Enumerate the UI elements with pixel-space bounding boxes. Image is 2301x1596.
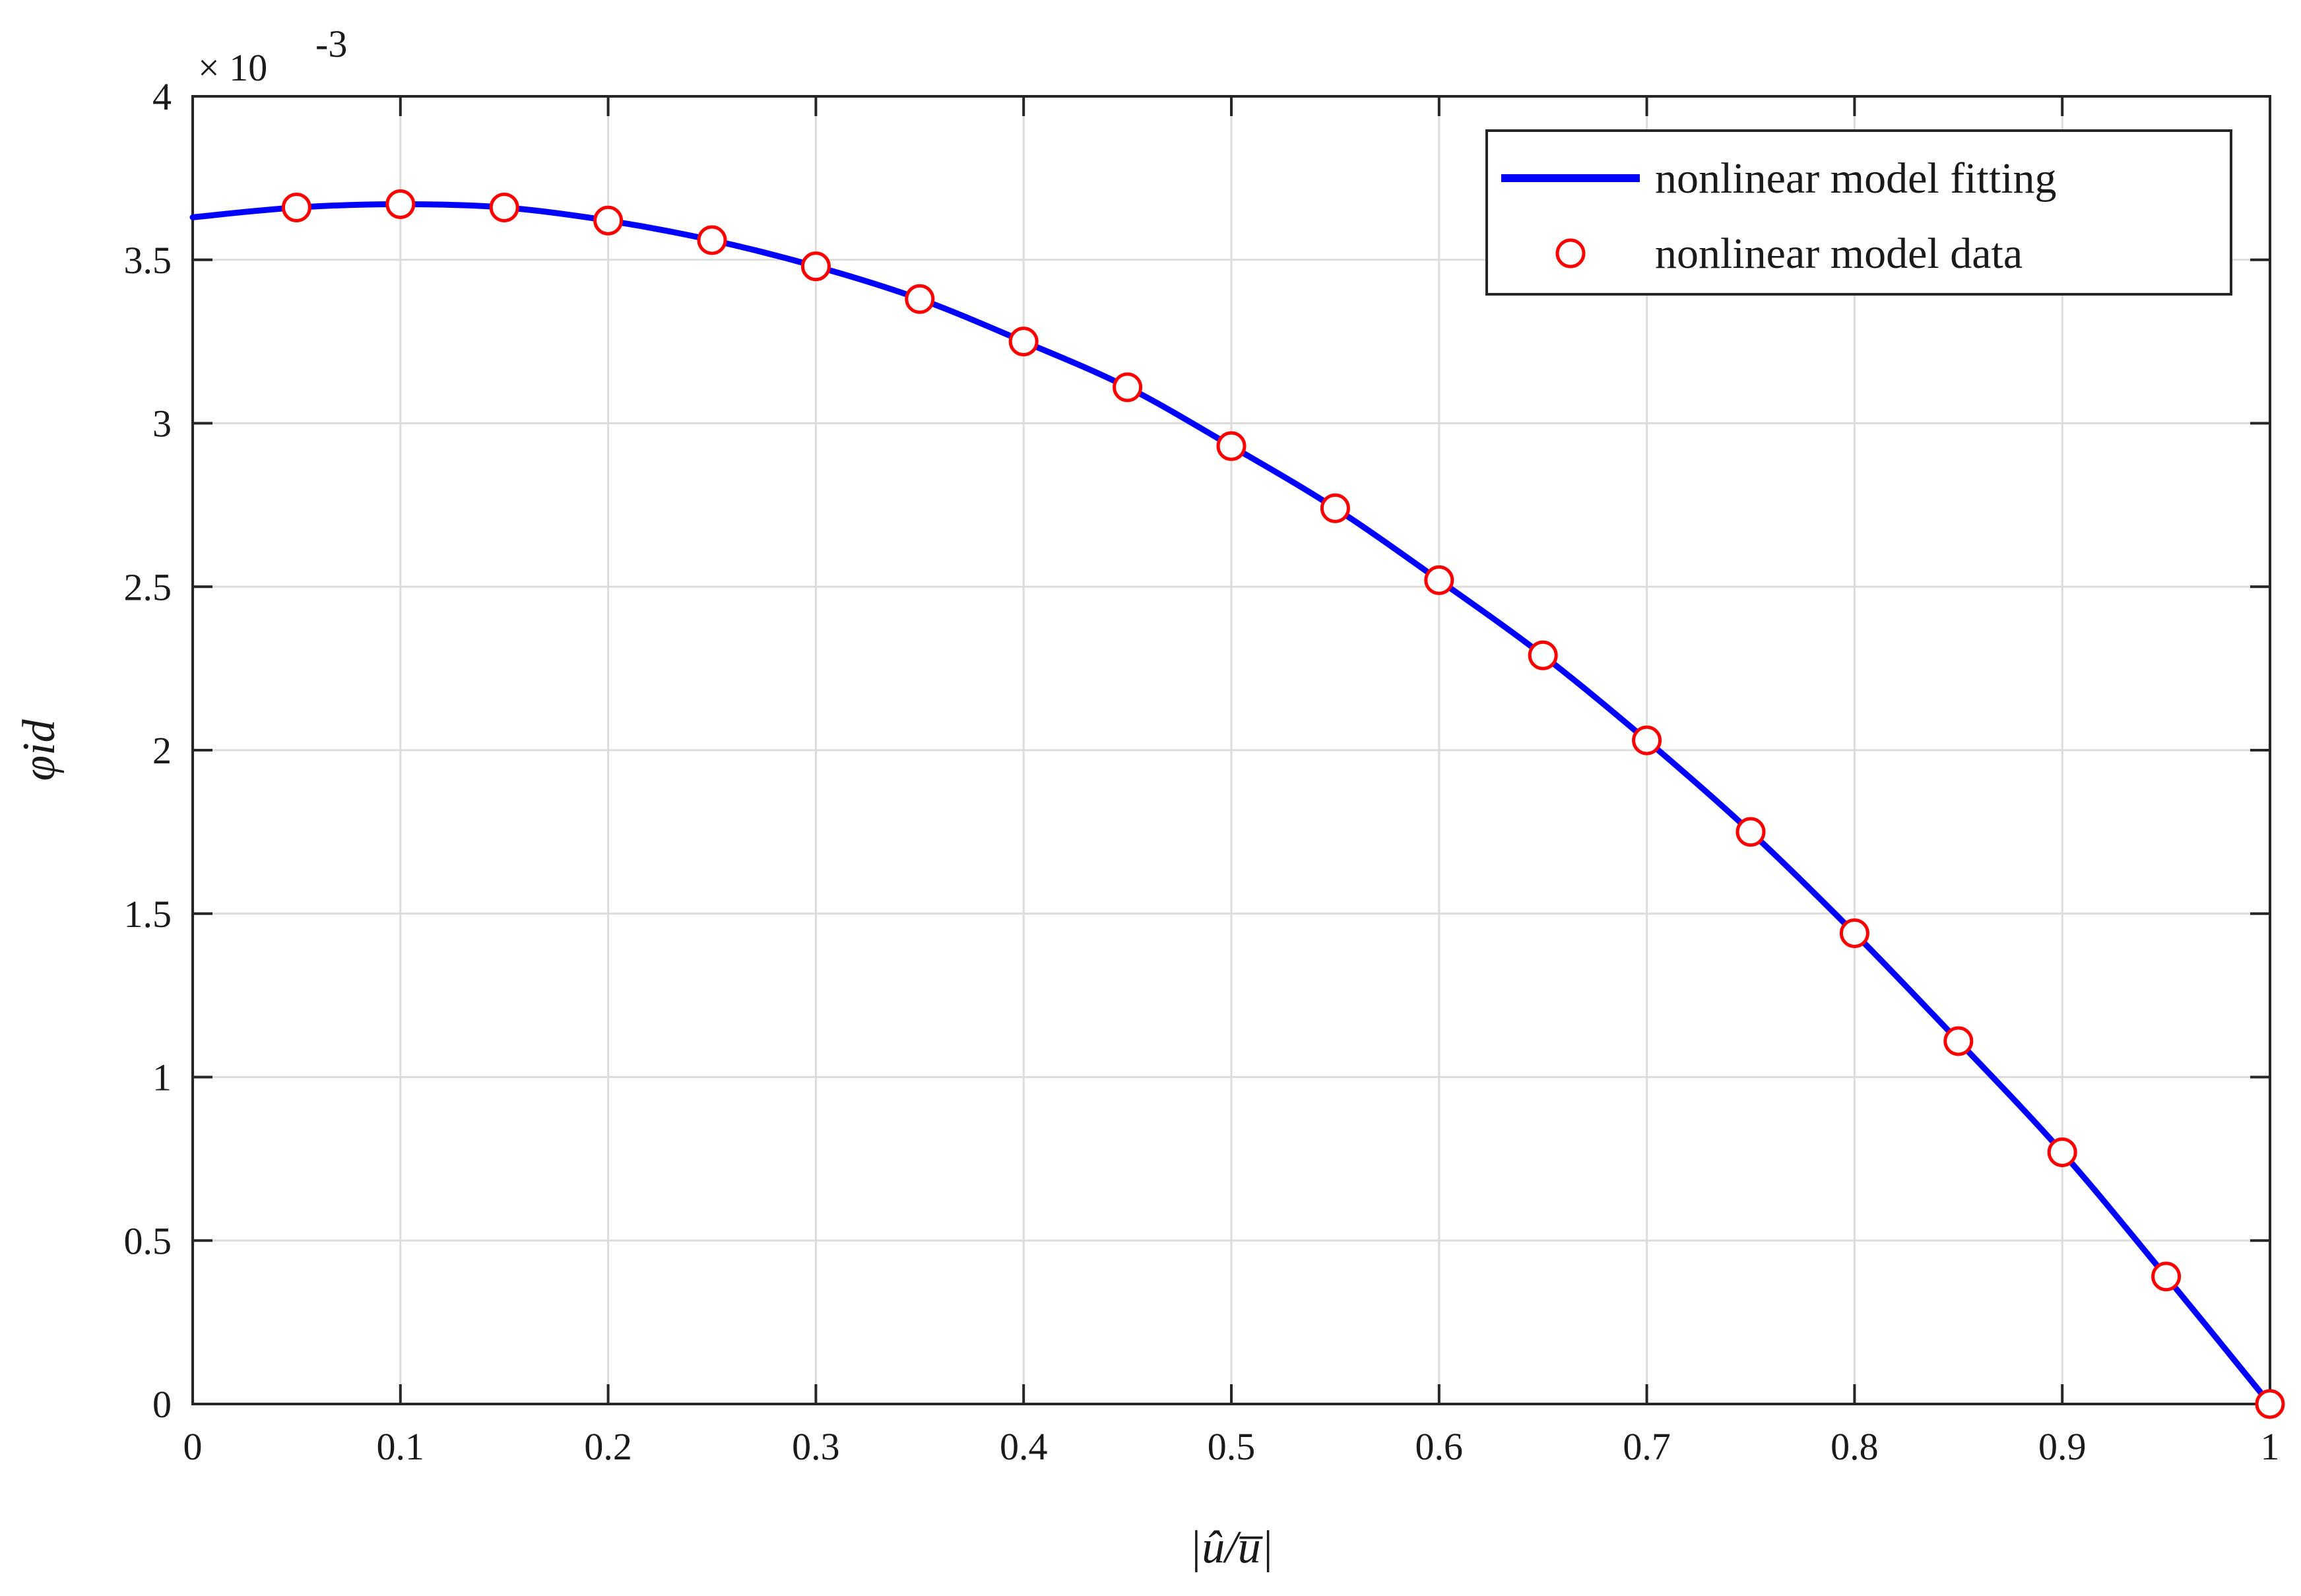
y-exponent-base: × 10 <box>198 46 267 89</box>
data-point-nonlinear-model-data <box>1528 640 1558 670</box>
x-tick-label: 0.9 <box>2038 1425 2087 1468</box>
tick-marks <box>191 95 2271 1405</box>
y-tick-label: 3 <box>152 402 172 445</box>
data-point-nonlinear-model-data <box>905 284 935 314</box>
legend-label-data: nonlinear model data <box>1655 230 2023 278</box>
series <box>189 189 2285 1419</box>
y-tick-label: 4 <box>152 75 172 118</box>
x-tick-label: 0.2 <box>584 1425 632 1468</box>
data-point-nonlinear-model-data <box>1735 817 1766 847</box>
y-exponent-power: -3 <box>315 22 347 65</box>
data-point-nonlinear-model-data <box>1839 918 1869 948</box>
data-point-nonlinear-model-data <box>1943 1026 1974 1056</box>
data-point-nonlinear-model-data <box>2151 1261 2182 1292</box>
x-tick-labels: 0 0.1 0.2 0.3 0.4 0.5 0.6 0.7 0.8 0.9 1 <box>183 1425 2280 1468</box>
x-tick-label: 0.1 <box>377 1425 425 1468</box>
x-tick-label: 0.7 <box>1623 1425 1671 1468</box>
data-point-nonlinear-model-data <box>1113 372 1143 402</box>
data-point-nonlinear-model-data <box>489 192 519 222</box>
x-axis-label: |û/u̅| <box>1189 1522 1274 1573</box>
x-tick-label: 0.3 <box>792 1425 840 1468</box>
legend: nonlinear model fitting nonlinear model … <box>1485 129 2232 296</box>
y-tick-label: 0.5 <box>124 1219 172 1262</box>
data-point-nonlinear-model-data <box>1320 493 1350 523</box>
data-point-nonlinear-model-data <box>1632 725 1662 755</box>
data-point-nonlinear-model-data <box>385 189 416 220</box>
y-tick-label: 2 <box>152 729 172 772</box>
data-point-nonlinear-model-data <box>800 251 831 282</box>
y-tick-label: 2.5 <box>124 565 172 608</box>
x-tick-label: 0.8 <box>1831 1425 1879 1468</box>
y-tick-label: 1 <box>152 1056 172 1099</box>
y-tick-label: 3.5 <box>124 239 172 282</box>
legend-marker-swatch <box>1555 238 1586 269</box>
data-point-nonlinear-model-data <box>1424 565 1454 595</box>
y-exponent-label: × 10 -3 <box>198 22 347 89</box>
x-tick-label: 0 <box>183 1425 203 1468</box>
x-tick-label: 0.6 <box>1415 1425 1464 1468</box>
data-point-nonlinear-model-data <box>2047 1137 2077 1167</box>
data-point-nonlinear-model-data <box>1008 327 1039 357</box>
legend-label-fitting: nonlinear model fitting <box>1655 154 2057 203</box>
y-tick-label: 0 <box>152 1383 172 1426</box>
y-tick-label: 1.5 <box>124 893 172 936</box>
grid <box>193 96 2270 1404</box>
data-point-nonlinear-model-data <box>1216 431 1247 461</box>
x-tick-label: 0.4 <box>1000 1425 1048 1468</box>
data-point-nonlinear-model-data <box>2255 1389 2285 1419</box>
y-axis-label: φid <box>14 718 65 781</box>
data-point-nonlinear-model-data <box>281 192 311 222</box>
x-tick-label: 1 <box>2261 1425 2280 1468</box>
data-point-nonlinear-model-data <box>593 205 624 236</box>
legend-box <box>1485 129 2232 296</box>
x-tick-label: 0.5 <box>1208 1425 1256 1468</box>
y-tick-labels: 0 0.5 1 1.5 2 2.5 3 3.5 4 <box>124 75 172 1426</box>
data-point-nonlinear-model-data <box>697 225 727 255</box>
